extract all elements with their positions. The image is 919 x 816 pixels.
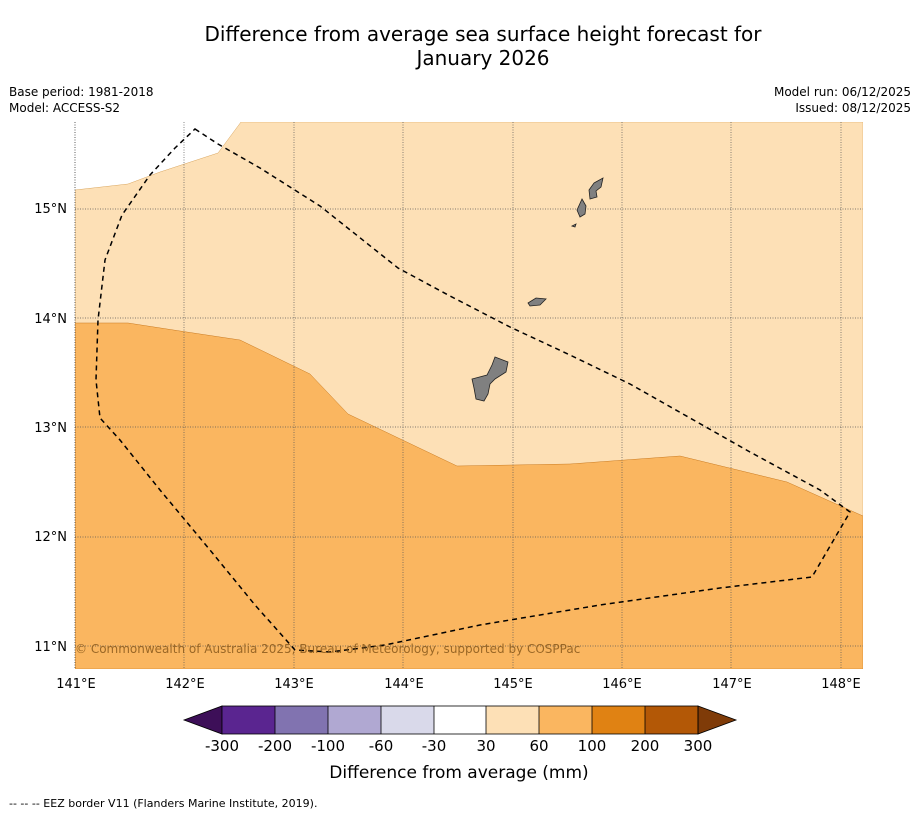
- colorbar-label: 30: [476, 737, 495, 755]
- colorbar-segment: [275, 706, 328, 734]
- latitude-labels: 15°N 14°N 13°N 12°N 11°N: [34, 202, 67, 655]
- longitude-labels: 141°E 142°E 143°E 144°E 145°E 146°E 147°…: [56, 677, 861, 692]
- model-run: Model run: 06/12/2025: [773, 85, 911, 99]
- colorbar-segment: [539, 706, 592, 734]
- title-line-1: Difference from average sea surface heig…: [204, 22, 762, 46]
- colorbar-labels: -300 -200 -100 -60 -30 30 60 100 200 300: [205, 737, 712, 755]
- island-tinian: [576, 198, 587, 218]
- colorbar-label: -300: [205, 737, 239, 755]
- base-period: Base period: 1981-2018: [9, 85, 154, 99]
- lat-label-13: 13°N: [34, 421, 67, 436]
- island-aguijan: [570, 223, 577, 228]
- colorbar-label: -200: [258, 737, 292, 755]
- island-rota: [527, 297, 547, 307]
- colorbar-dividers: [221, 705, 699, 735]
- lon-label-143: 143°E: [274, 677, 314, 692]
- colorbar-extend-high: [697, 705, 738, 735]
- title-line-2: January 2026: [416, 46, 550, 70]
- colorbar-title: Difference from average (mm): [329, 763, 588, 783]
- lon-label-146: 146°E: [602, 677, 642, 692]
- colorbar-segment: [645, 706, 698, 734]
- lon-label-145: 145°E: [493, 677, 533, 692]
- gridlines: [75, 122, 863, 669]
- lon-label-148: 148°E: [821, 677, 861, 692]
- lat-label-12: 12°N: [34, 530, 67, 545]
- colorbar-segment: [434, 706, 486, 734]
- islands: [471, 177, 604, 402]
- colorbar: -300 -200 -100 -60 -30 30 60 100 200 300…: [182, 705, 738, 783]
- eez-border: [95, 128, 851, 653]
- colorbar-label: -100: [311, 737, 345, 755]
- colorbar-segment: [592, 706, 645, 734]
- colorbar-label: 300: [684, 737, 713, 755]
- colorbar-label: 200: [631, 737, 660, 755]
- chart-title: Difference from average sea surface heig…: [0, 22, 919, 70]
- model-name: Model: ACCESS-S2: [9, 101, 121, 115]
- copyright-text: © Commonwealth of Australia 2025, Bureau…: [75, 642, 580, 656]
- lat-label-11: 11°N: [34, 640, 67, 655]
- island-guam: [471, 356, 509, 402]
- meta-left: Base period: 1981-2018 Model: ACCESS-S2: [9, 84, 154, 116]
- lat-label-15: 15°N: [34, 202, 67, 217]
- map-area: © Commonwealth of Australia 2025, Bureau…: [75, 122, 863, 669]
- island-saipan: [588, 177, 604, 200]
- issued-date: Issued: 08/12/2025: [795, 101, 911, 115]
- anomaly-band-60-100: [75, 322, 863, 669]
- lon-label-141: 141°E: [56, 677, 96, 692]
- colorbar-label: -60: [369, 737, 394, 755]
- eez-legend-note: -- -- -- EEZ border V11 (Flanders Marine…: [9, 797, 318, 810]
- colorbar-extend-low: [182, 705, 223, 735]
- colorbar-segment: [328, 706, 381, 734]
- colorbar-segment: [381, 706, 434, 734]
- colorbar-segment: [486, 706, 539, 734]
- meta-right: Model run: 06/12/2025 Issued: 08/12/2025: [774, 84, 911, 116]
- lon-label-144: 144°E: [384, 677, 424, 692]
- lon-label-142: 142°E: [165, 677, 205, 692]
- colorbar-label: -30: [422, 737, 447, 755]
- lon-label-147: 147°E: [712, 677, 752, 692]
- lat-label-14: 14°N: [34, 312, 67, 327]
- colorbar-segment: [222, 706, 275, 734]
- colorbar-label: 100: [578, 737, 607, 755]
- colorbar-label: 60: [529, 737, 548, 755]
